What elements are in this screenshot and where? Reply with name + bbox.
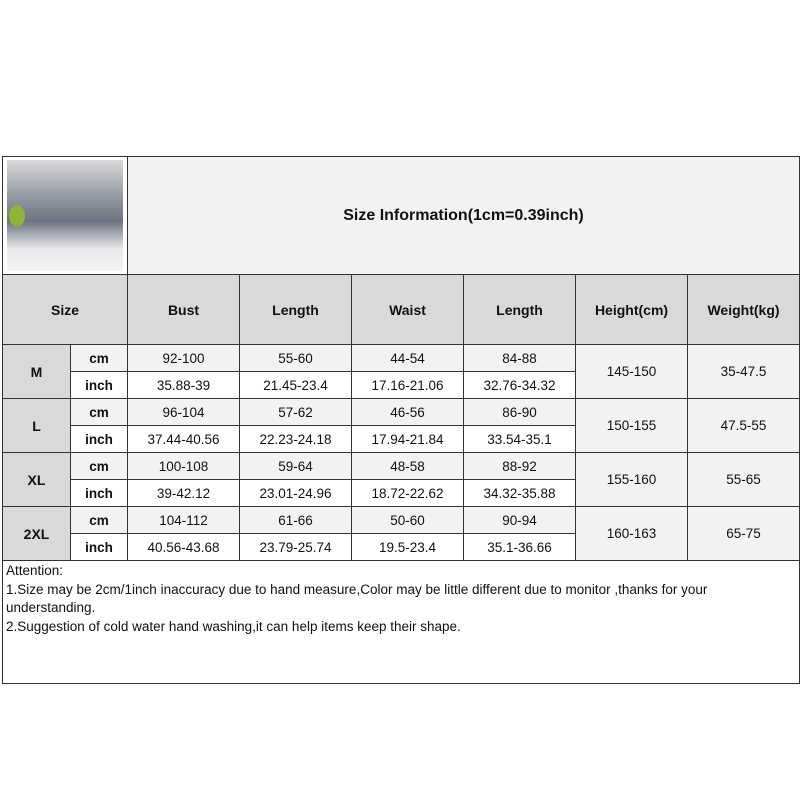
cell-cm: 55-60 bbox=[239, 344, 352, 372]
cell-inch: 32.76-34.32 bbox=[463, 371, 576, 399]
size-label: L bbox=[2, 398, 71, 453]
table-row-inch: inch 40.56-43.68 23.79-25.74 19.5-23.4 35.1-… bbox=[3, 533, 800, 561]
cell-inch: 18.72-22.62 bbox=[351, 479, 464, 507]
cell-inch: 23.01-24.96 bbox=[239, 479, 352, 507]
note-line: Attention: bbox=[6, 563, 64, 578]
unit-label: cm bbox=[70, 452, 128, 480]
cell-inch: 40.56-43.68 bbox=[127, 533, 240, 561]
note-line: 2.Suggestion of cold water hand washing,… bbox=[6, 618, 461, 634]
cell-cm: 96-104 bbox=[127, 398, 240, 426]
cell-inch: 35.1-36.66 bbox=[463, 533, 576, 561]
cell-inch: 21.45-23.4 bbox=[239, 371, 352, 399]
product-photo bbox=[2, 156, 128, 275]
cell-cm: 46-56 bbox=[351, 398, 464, 426]
cell-inch: 35.88-39 bbox=[127, 371, 240, 399]
cell-cm: 88-92 bbox=[463, 452, 576, 480]
product-image bbox=[7, 160, 123, 271]
cell-cm: 59-64 bbox=[239, 452, 352, 480]
unit-label: inch bbox=[70, 533, 128, 561]
cell-height: 150-155 bbox=[575, 398, 688, 453]
cell-inch: 19.5-23.4 bbox=[351, 533, 464, 561]
cell-cm: 48-58 bbox=[351, 452, 464, 480]
cell-inch: 39-42.12 bbox=[127, 479, 240, 507]
cell-inch: 17.94-21.84 bbox=[351, 425, 464, 453]
cell-weight: 35-47.5 bbox=[686, 344, 800, 399]
table-row-inch: inch 37.44-40.56 22.23-24.18 17.94-21.84 33.… bbox=[3, 425, 800, 453]
table-row-cm: L cm 96-104 57-62 46-56 86-90 150-155 47.5-55 bbox=[2, 398, 800, 453]
table-row-inch: inch 35.88-39 21.45-23.4 17.16-21.06 32.76-3… bbox=[3, 371, 800, 399]
note-line: 1.Size may be 2cm/1inch inaccuracy due t… bbox=[6, 581, 708, 616]
cell-height: 145-150 bbox=[575, 344, 688, 399]
size-label: M bbox=[2, 344, 71, 399]
cell-cm: 100-108 bbox=[127, 452, 240, 480]
unit-label: cm bbox=[70, 344, 128, 372]
size-label: 2XL bbox=[2, 506, 71, 561]
table-row-inch: inch 39-42.12 23.01-24.96 18.72-22.62 34.32-… bbox=[3, 479, 800, 507]
chart-title: Size Information(1cm=0.39inch) bbox=[126, 156, 800, 275]
unit-label: inch bbox=[70, 425, 128, 453]
cell-cm: 104-112 bbox=[127, 506, 240, 534]
size-label: XL bbox=[2, 452, 71, 507]
header-weight: Weight(kg) bbox=[686, 274, 800, 345]
unit-label: cm bbox=[70, 398, 128, 426]
cell-cm: 90-94 bbox=[463, 506, 576, 534]
cell-height: 160-163 bbox=[575, 506, 688, 561]
cell-weight: 55-65 bbox=[686, 452, 800, 507]
cell-inch: 33.54-35.1 bbox=[463, 425, 576, 453]
cell-cm: 92-100 bbox=[127, 344, 240, 372]
cell-cm: 44-54 bbox=[351, 344, 464, 372]
table-row-cm: 2XL cm 104-112 61-66 50-60 90-94 160-163 65-7… bbox=[2, 506, 800, 561]
cell-inch: 34.32-35.88 bbox=[463, 479, 576, 507]
unit-label: cm bbox=[70, 506, 128, 534]
cell-weight: 47.5-55 bbox=[686, 398, 800, 453]
table-row-cm: XL cm 100-108 59-64 48-58 88-92 155-160 55-65 bbox=[2, 452, 800, 507]
cell-cm: 86-90 bbox=[463, 398, 576, 426]
header-size: Size bbox=[2, 274, 128, 345]
cell-inch: 22.23-24.18 bbox=[239, 425, 352, 453]
table-row-cm: M cm 92-100 55-60 44-54 84-88 145-150 35-47.5 bbox=[2, 344, 800, 399]
unit-label: inch bbox=[70, 371, 128, 399]
notes: Attention: 1.Size may be 2cm/1inch inaccu… bbox=[1, 560, 800, 684]
header-bust: Bust bbox=[127, 274, 240, 345]
cell-cm: 57-62 bbox=[239, 398, 352, 426]
cell-cm: 50-60 bbox=[351, 506, 464, 534]
cell-cm: 84-88 bbox=[463, 344, 576, 372]
size-chart: Size Information(1cm=0.39inch) Size Bust… bbox=[1, 156, 800, 684]
size-table: Size Information(1cm=0.39inch) Size Bust… bbox=[1, 156, 800, 684]
cell-inch: 17.16-21.06 bbox=[351, 371, 464, 399]
cell-cm: 61-66 bbox=[239, 506, 352, 534]
cell-weight: 65-75 bbox=[686, 506, 800, 561]
header-length: Length bbox=[239, 274, 352, 345]
header-waist: Waist bbox=[351, 274, 464, 345]
cell-height: 155-160 bbox=[575, 452, 688, 507]
cell-inch: 37.44-40.56 bbox=[127, 425, 240, 453]
header-height: Height(cm) bbox=[575, 274, 688, 345]
header-pants-length: Length bbox=[463, 274, 576, 345]
unit-label: inch bbox=[70, 479, 128, 507]
cell-inch: 23.79-25.74 bbox=[239, 533, 352, 561]
